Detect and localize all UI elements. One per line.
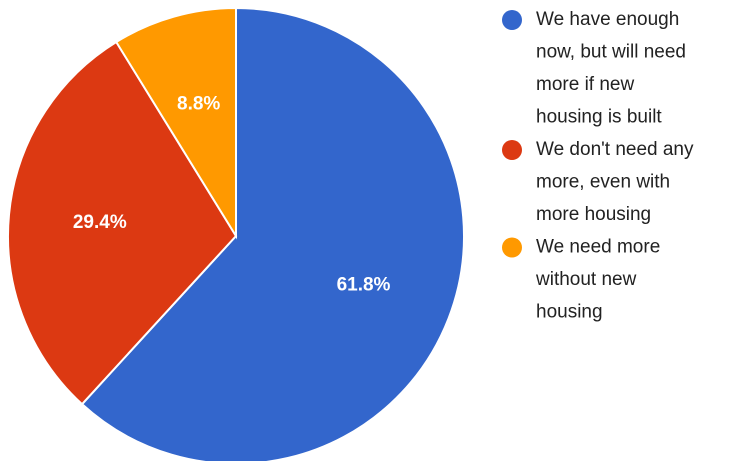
legend-label-line: We need more [536, 237, 660, 258]
legend-marker-1 [502, 140, 522, 160]
legend-label-line: more housing [536, 204, 651, 225]
legend-label-line: We don't need any [536, 139, 694, 160]
pie-data-label-0: 61.8% [337, 275, 391, 296]
legend-label-0: We have enough now, but will need more if … [536, 9, 686, 128]
pie-slice-2 [114, 6, 237, 240]
pie-slice-1 [7, 40, 238, 406]
legend-item-1: We don't need any more, even with more hou… [502, 139, 694, 225]
pie-data-label-2: 8.8% [177, 93, 220, 114]
legend-marker-0 [502, 10, 522, 30]
legend-label-line: more, even with [536, 172, 670, 193]
pie-data-label-1: 29.4% [73, 212, 127, 233]
legend-label-line: housing [536, 302, 603, 323]
legend-label-line: now, but will need [536, 42, 686, 63]
legend-label-line: more if new [536, 74, 634, 95]
legend-label-1: We don't need any more, even with more hou… [536, 139, 694, 225]
pie-slices [7, 6, 465, 461]
legend: We have enough now, but will need more if … [502, 9, 694, 323]
legend-label-line: housing is built [536, 107, 662, 128]
legend-label-2: We need more without new housing [535, 237, 660, 323]
pie-data-labels: 61.8% 29.4% 8.8% [73, 93, 391, 295]
legend-item-2: We need more without new housing [502, 237, 660, 323]
legend-marker-2 [502, 237, 522, 258]
legend-item-0: We have enough now, but will need more if … [502, 9, 686, 128]
legend-label-line: We have enough [536, 9, 679, 30]
legend-label-line: without new [535, 269, 637, 290]
